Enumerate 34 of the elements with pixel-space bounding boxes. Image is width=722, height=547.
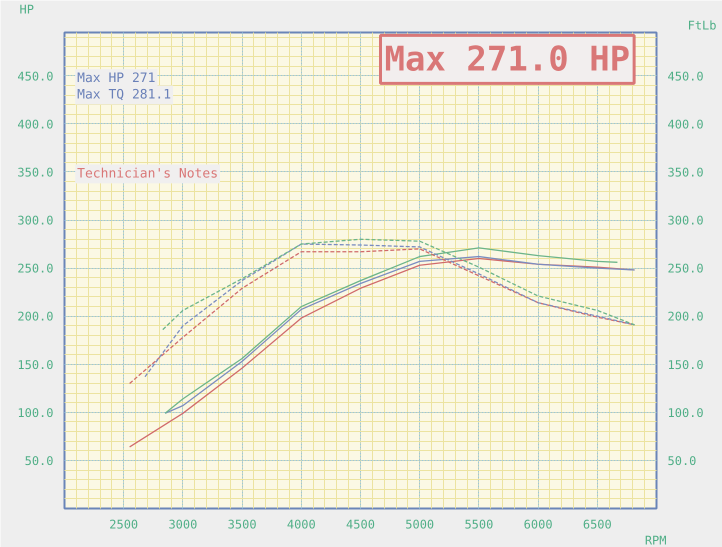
x-tick-label: 4000 bbox=[286, 518, 316, 532]
y2-tick-label: 100.0 bbox=[668, 406, 704, 420]
y2-tick-label: 300.0 bbox=[668, 214, 704, 228]
y2-tick-label: 250.0 bbox=[668, 262, 704, 276]
y2-tick-label: 200.0 bbox=[668, 310, 704, 324]
x-tick-label: 5000 bbox=[405, 518, 434, 532]
x-tick-label: 3500 bbox=[228, 518, 257, 532]
y-tick-label: 50.0 bbox=[24, 454, 54, 468]
annotation: Max TQ 281.1 bbox=[77, 88, 172, 103]
y2-tick-label: 350.0 bbox=[668, 165, 704, 180]
y-tick-label: 450.0 bbox=[17, 69, 54, 84]
y2-axis-title: FtLb bbox=[688, 18, 717, 32]
y-tick-label: 250.0 bbox=[17, 262, 54, 276]
y-tick-label: 100.0 bbox=[17, 406, 54, 420]
x-tick-label: 6000 bbox=[524, 518, 553, 532]
y2-tick-label: 450.0 bbox=[668, 69, 704, 84]
annotation: Max HP 271 bbox=[77, 71, 156, 86]
x-tick-label: 6500 bbox=[582, 518, 612, 532]
x-tick-label: 4500 bbox=[346, 518, 375, 532]
y-tick-label: 350.0 bbox=[17, 165, 54, 180]
annotation: Max 271.0 HP bbox=[384, 39, 630, 80]
y-tick-label: 300.0 bbox=[17, 214, 54, 228]
x-tick-label: 2500 bbox=[109, 518, 138, 532]
y2-tick-label: 150.0 bbox=[668, 358, 704, 372]
y-tick-label: 400.0 bbox=[17, 117, 54, 132]
y-tick-label: 150.0 bbox=[17, 358, 54, 372]
y-axis-title: HP bbox=[20, 2, 34, 16]
y-tick-label: 200.0 bbox=[17, 310, 54, 324]
x-tick-label: 5500 bbox=[464, 518, 494, 532]
y2-tick-label: 50.0 bbox=[668, 454, 696, 468]
x-axis-title: RPM bbox=[644, 534, 667, 547]
x-tick-label: 3000 bbox=[168, 518, 198, 532]
annotation: Technician's Notes bbox=[77, 166, 218, 182]
y2-tick-label: 400.0 bbox=[668, 117, 704, 132]
